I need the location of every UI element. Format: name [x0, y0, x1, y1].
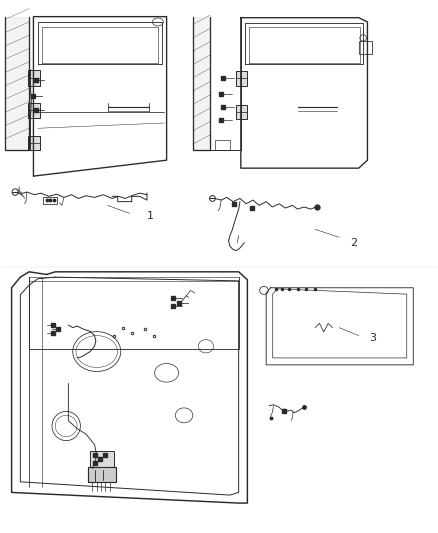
Bar	[28, 136, 40, 150]
Bar	[359, 41, 372, 54]
Bar	[90, 451, 114, 470]
Bar	[236, 106, 247, 119]
Text: 1: 1	[147, 211, 154, 221]
Bar	[28, 103, 40, 118]
Bar	[28, 70, 40, 86]
Bar	[88, 467, 117, 482]
Bar	[236, 71, 247, 86]
Text: 2: 2	[350, 238, 357, 247]
Bar	[43, 197, 57, 204]
Text: 3: 3	[370, 333, 377, 343]
Bar	[215, 140, 230, 150]
